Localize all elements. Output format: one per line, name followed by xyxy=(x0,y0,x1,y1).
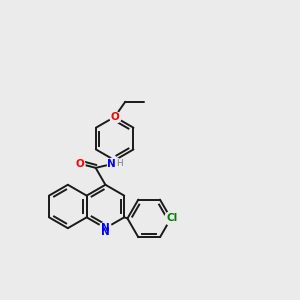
Text: N: N xyxy=(101,227,110,237)
Text: O: O xyxy=(75,158,84,169)
Text: O: O xyxy=(110,112,119,122)
Text: Cl: Cl xyxy=(167,213,178,224)
Text: H: H xyxy=(116,159,123,168)
Text: N: N xyxy=(101,223,110,233)
Text: N: N xyxy=(107,158,116,169)
